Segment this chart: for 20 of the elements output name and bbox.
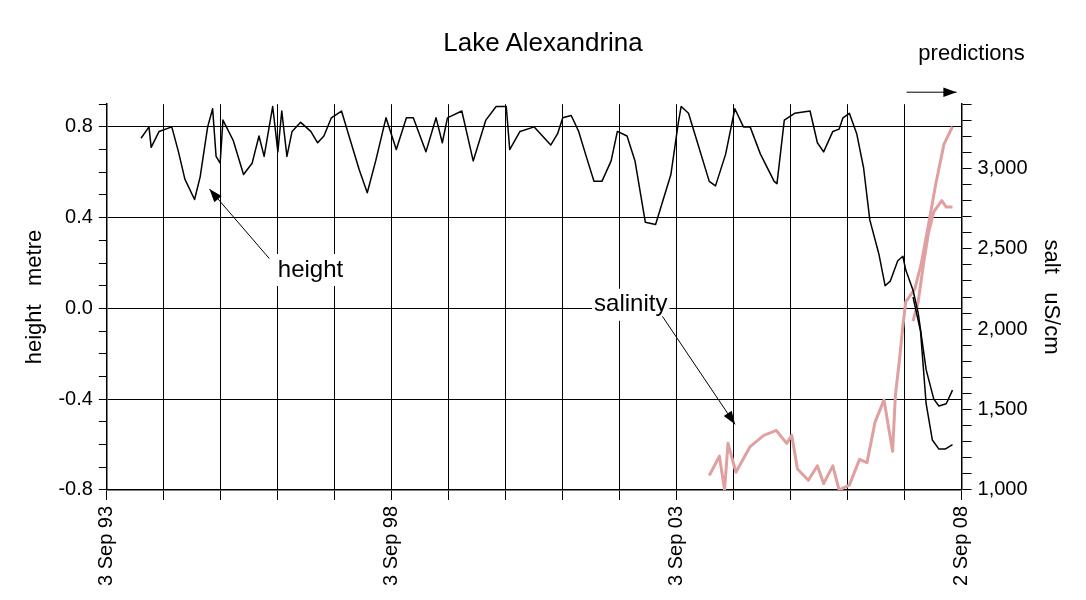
annotation: salinity	[594, 289, 668, 317]
y2-tick-label: 3,000	[977, 156, 1028, 178]
y-tick-label: -0.8	[58, 477, 93, 500]
y2-tick-label: 1,000	[977, 477, 1028, 500]
y2-axis-title: salt uS/cm	[1039, 239, 1065, 355]
y2-tick-label: 2,500	[977, 236, 1028, 259]
y-axis-title: height metre	[21, 229, 47, 365]
y-tick-label: 0.4	[65, 205, 93, 228]
y-tick-label: 0.8	[65, 114, 93, 137]
text: predictions	[918, 40, 1025, 66]
y2-tick-label: 1,500	[977, 397, 1028, 420]
y-tick-label: -0.4	[58, 386, 93, 409]
y-tick-label: 0.0	[65, 295, 93, 318]
annotation: height	[277, 254, 344, 282]
x-tick-label: 3 Sep 93	[94, 505, 117, 587]
x-tick-label: 3 Sep 03	[664, 505, 687, 587]
x-tick-label: 3 Sep 98	[379, 505, 402, 587]
x-tick-label: 2 Sep 08	[949, 505, 972, 587]
y2-tick-label: 2,000	[977, 316, 1028, 339]
chart-title: Lake Alexandrina	[443, 26, 644, 57]
